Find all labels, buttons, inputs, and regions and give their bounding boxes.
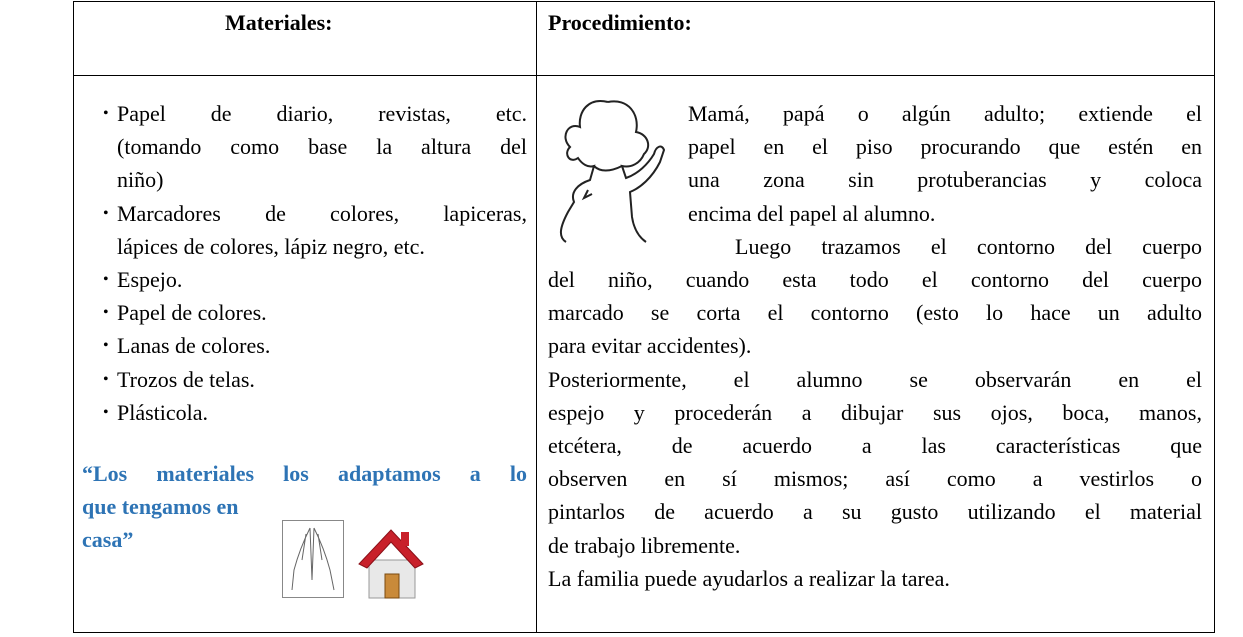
note-line: casa”	[82, 527, 134, 552]
column-header: Materiales:	[225, 10, 333, 35]
table-border	[73, 632, 1215, 633]
note-line: “Los materiales los adaptamos a lo	[82, 461, 527, 486]
paragraph-line: marcado se corta el contorno (esto lo ha…	[548, 300, 1202, 326]
paragraph-line: espejo y procederán a dibujar sus ojos, …	[548, 399, 1202, 425]
bullet: •	[103, 204, 109, 222]
paragraph-line: observen en sí mismos; así como a vestir…	[548, 466, 1202, 492]
list-item-line: Trozos de telas.	[117, 366, 255, 392]
paragraph-line: para evitar accidentes).	[548, 333, 752, 359]
paragraph-line: Luego trazamos el contorno del cuerpo	[735, 233, 1202, 259]
paragraph-line: encima del papel al alumno.	[688, 200, 936, 226]
bullet: •	[103, 337, 109, 355]
bullet: •	[103, 304, 109, 322]
paragraph-line: una zona sin protuberancias y coloca	[688, 167, 1202, 193]
bullet: •	[103, 271, 109, 288]
table-border	[73, 1, 1215, 2]
list-item-line: Marcadores de colores, lapiceras,	[117, 200, 527, 226]
list-item-line: Papel de diario, revistas, etc.	[117, 101, 527, 126]
child-outline-drawing	[560, 100, 666, 243]
paragraph-line: de trabajo libremente.	[548, 532, 741, 558]
list-item-line: lápices de colores, lápiz negro, etc.	[117, 233, 425, 259]
note-line: que tengamos en	[82, 494, 239, 519]
list-item-line: Papel de colores.	[117, 300, 267, 326]
paragraph-line: del niño, cuando esta todo el contorno d…	[548, 267, 1202, 292]
column-header: Procedimiento:	[548, 10, 692, 35]
table-border	[73, 75, 1215, 76]
bullet: •	[103, 403, 109, 421]
paragraph-line: etcétera, de acuerdo a las característic…	[548, 433, 1202, 458]
bullet: •	[103, 370, 109, 388]
bullet: •	[103, 105, 109, 122]
hands-icon	[282, 520, 344, 598]
list-item-line: Plásticola.	[117, 399, 209, 425]
list-item-line: (tomando como base la altura del	[117, 134, 527, 160]
paragraph-line: pintarlos de acuerdo a su gusto utilizan…	[548, 499, 1202, 525]
house-icon	[358, 529, 424, 599]
list-item-line: Lanas de colores.	[117, 333, 271, 359]
paragraph-line: papel en el piso procurando que estén en	[688, 134, 1202, 160]
paragraph-line: Posteriormente, el alumno se observarán …	[548, 366, 1202, 392]
table-border	[536, 1, 537, 633]
paragraph-line: La familia puede ayudarlos a realizar la…	[548, 565, 950, 591]
paragraph-line: Mamá, papá o algún adulto; extiende el	[688, 101, 1202, 126]
list-item-line: Espejo.	[117, 267, 183, 292]
list-item-line: niño)	[117, 167, 164, 193]
table-border	[1214, 1, 1215, 633]
table-border	[73, 1, 74, 633]
